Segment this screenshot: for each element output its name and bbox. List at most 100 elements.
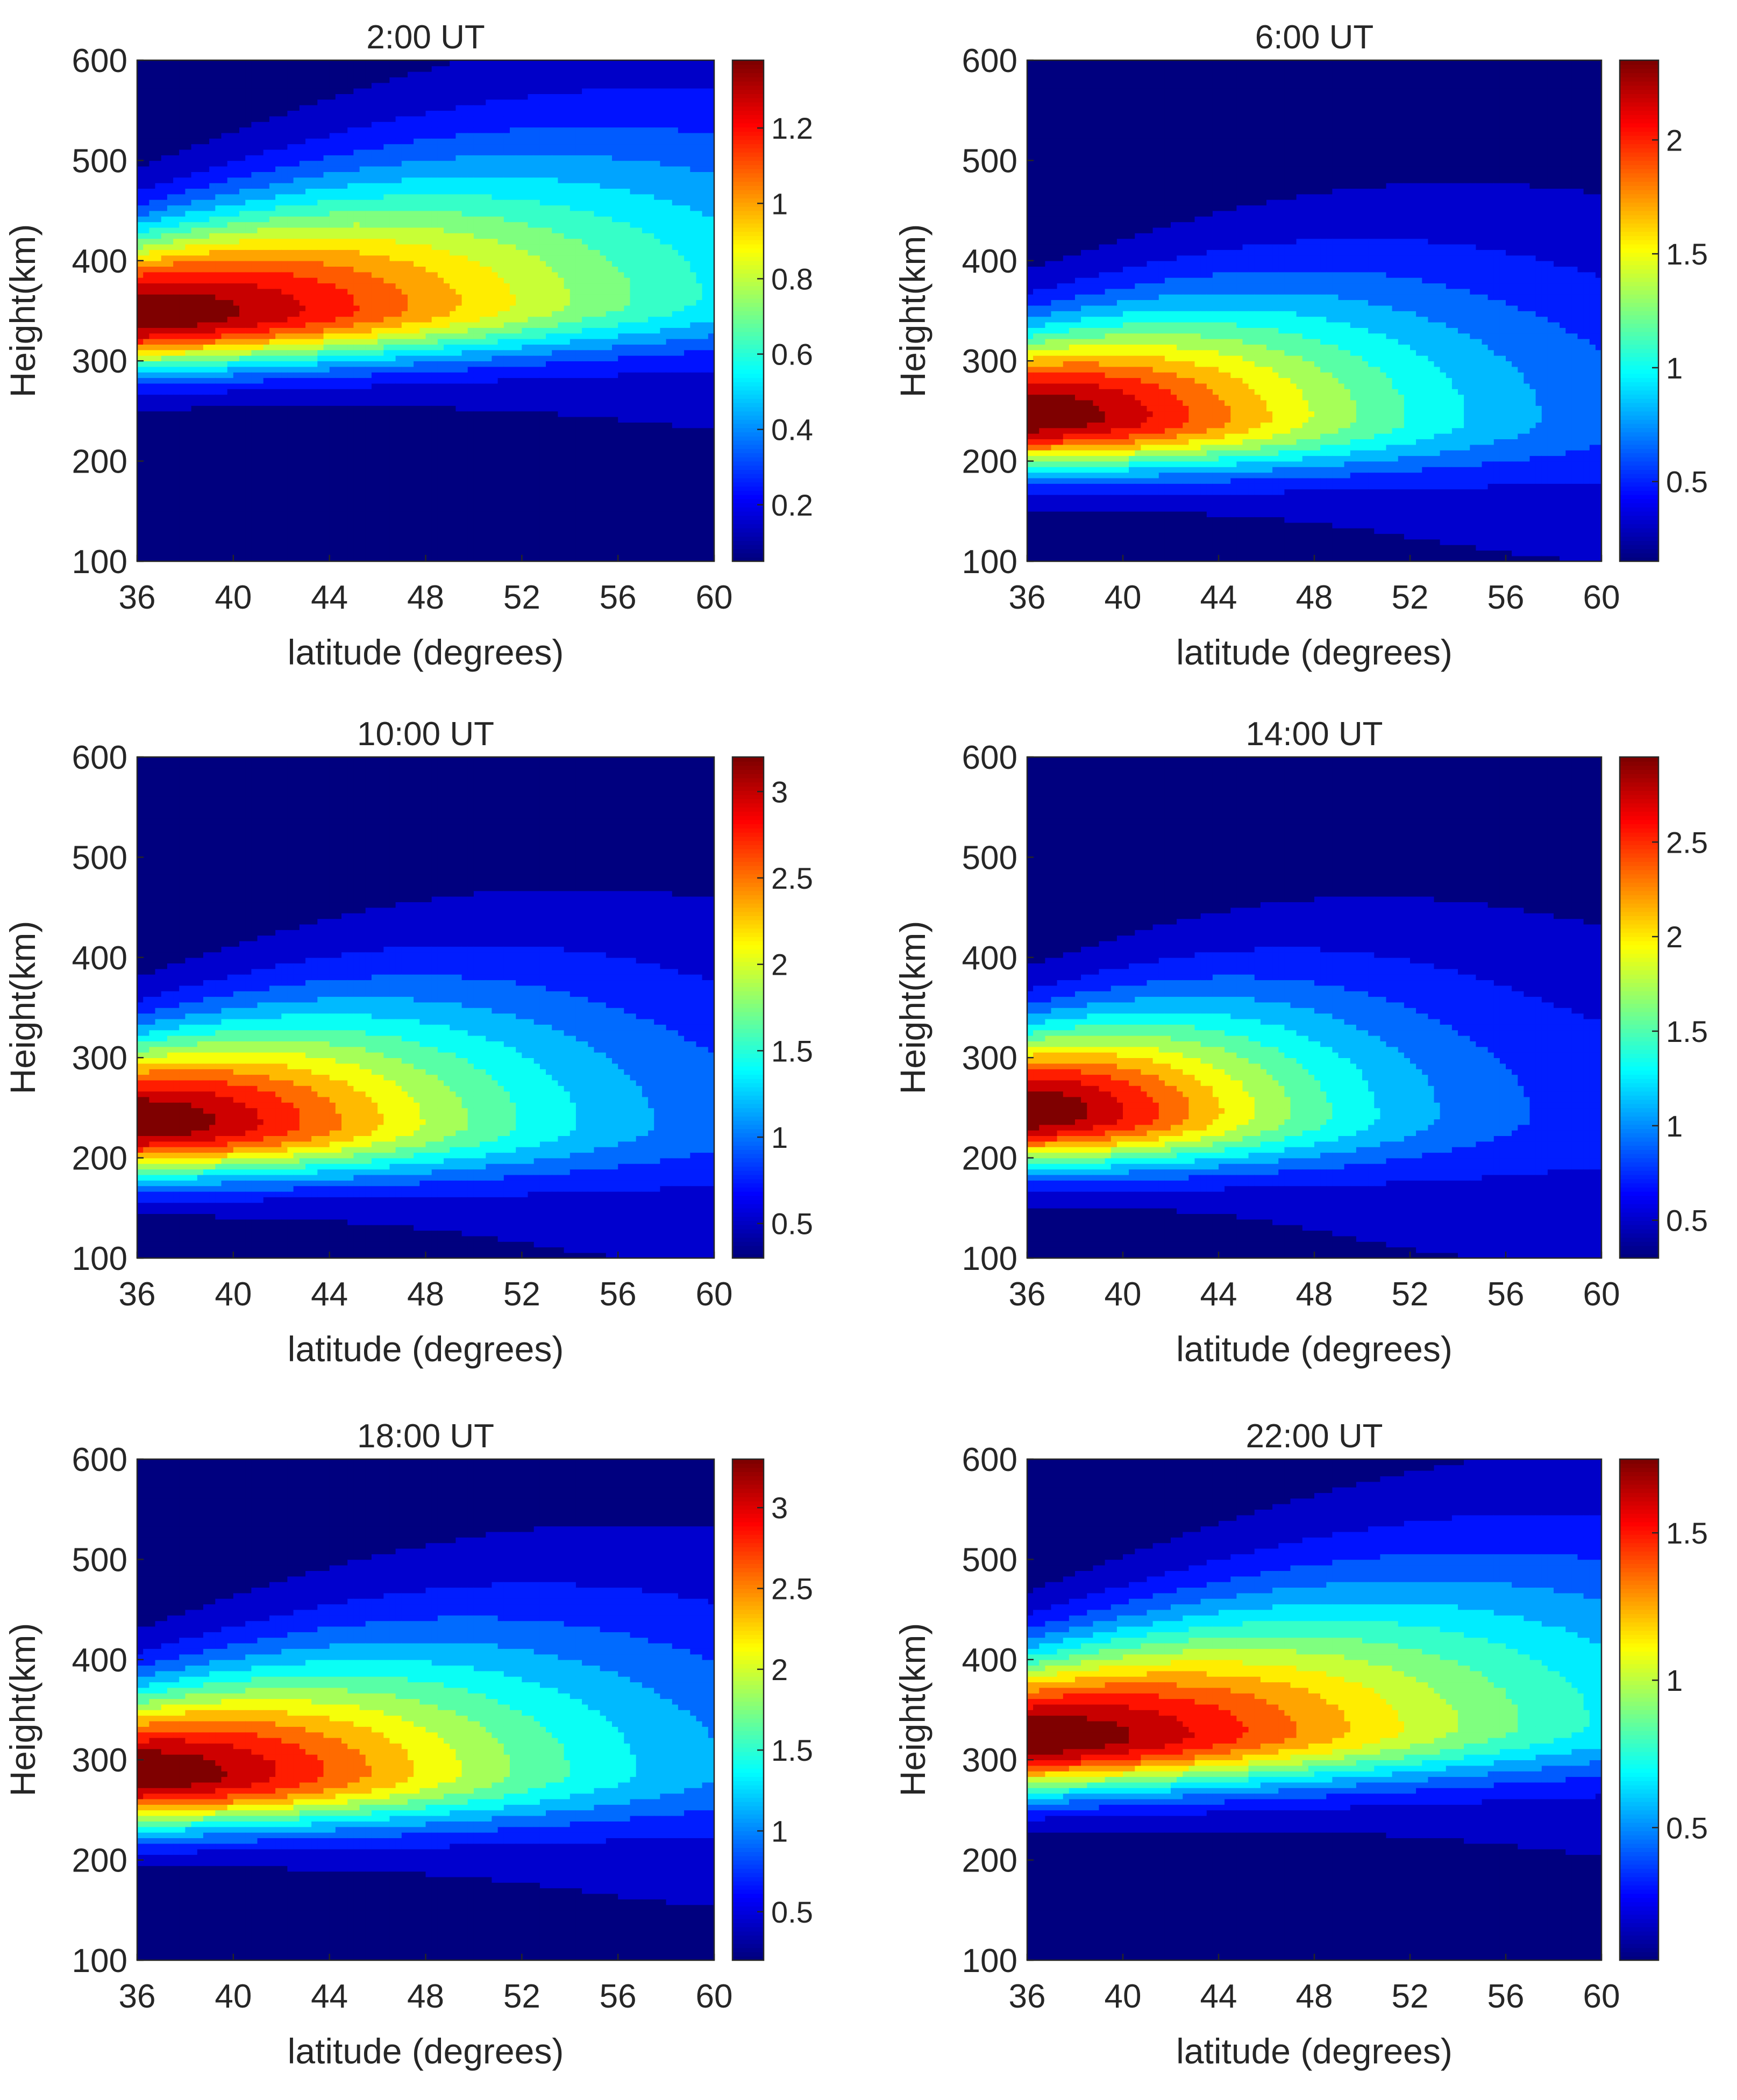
contour-cell xyxy=(281,116,288,122)
contour-cell xyxy=(173,405,180,412)
contour-cell xyxy=(173,416,180,423)
contour-cell xyxy=(287,322,294,328)
contour-cell xyxy=(359,338,366,345)
contour-cell xyxy=(233,472,240,478)
contour-cell xyxy=(341,411,348,417)
contour-cell xyxy=(414,511,421,517)
contour-cell xyxy=(437,349,444,356)
contour-cell xyxy=(239,99,246,105)
contour-cell xyxy=(383,500,390,506)
contour-cell xyxy=(419,467,426,473)
contour-cell xyxy=(269,305,276,311)
contour-cell xyxy=(233,383,240,389)
contour-cell xyxy=(335,138,342,145)
contour-cell xyxy=(149,249,156,256)
contour-cell xyxy=(389,483,396,490)
contour-cell xyxy=(149,539,156,545)
contour-cell xyxy=(179,116,186,122)
contour-cell xyxy=(444,517,450,523)
contour-cell xyxy=(245,316,252,323)
contour-cell xyxy=(257,166,264,172)
contour-cell xyxy=(299,333,306,339)
contour-cell xyxy=(167,60,174,67)
contour-cell xyxy=(287,116,294,122)
contour-cell xyxy=(450,366,457,373)
contour-cell xyxy=(149,422,156,428)
contour-cell xyxy=(323,210,330,217)
contour-cell xyxy=(444,405,450,412)
contour-cell xyxy=(233,294,240,301)
contour-cell xyxy=(257,555,264,561)
contour-cell xyxy=(359,449,366,456)
contour-cell xyxy=(257,399,264,406)
contour-cell xyxy=(263,372,270,378)
contour-cell xyxy=(347,399,354,406)
contour-cell xyxy=(269,260,276,267)
contour-cell xyxy=(179,283,186,289)
contour-cell xyxy=(149,116,156,122)
contour-cell xyxy=(233,399,240,406)
contour-cell xyxy=(359,132,366,139)
contour-cell xyxy=(269,77,276,83)
contour-cell xyxy=(299,182,306,189)
contour-cell xyxy=(293,160,300,167)
contour-cell xyxy=(209,433,216,439)
contour-cell xyxy=(233,210,240,217)
contour-cell xyxy=(341,372,348,378)
contour-cell xyxy=(305,305,312,311)
contour-cell xyxy=(365,82,372,89)
contour-cell xyxy=(347,455,354,462)
contour-cell xyxy=(371,288,378,295)
contour-cell xyxy=(437,71,444,77)
contour-cell xyxy=(437,449,444,456)
contour-cell xyxy=(329,299,336,306)
contour-cell xyxy=(143,544,150,551)
contour-cell xyxy=(155,383,162,389)
contour-cell xyxy=(209,467,216,473)
contour-cell xyxy=(209,71,216,77)
contour-cell xyxy=(365,277,372,284)
contour-cell xyxy=(197,311,204,317)
contour-cell xyxy=(263,233,270,239)
contour-cell xyxy=(414,227,421,233)
contour-cell xyxy=(450,71,457,77)
contour-cell xyxy=(341,555,348,561)
contour-cell xyxy=(155,260,162,267)
contour-cell xyxy=(305,266,312,273)
contour-cell xyxy=(329,110,336,117)
contour-cell xyxy=(359,394,366,401)
contour-cell xyxy=(281,372,288,378)
contour-cell xyxy=(353,377,360,384)
contour-cell xyxy=(317,439,324,445)
contour-cell xyxy=(281,272,288,278)
contour-cell xyxy=(209,210,216,217)
contour-cell xyxy=(305,394,312,401)
contour-cell xyxy=(317,522,324,528)
contour-cell xyxy=(155,60,162,67)
contour-cell xyxy=(365,233,372,239)
contour-cell xyxy=(455,155,462,161)
contour-cell xyxy=(347,216,354,223)
contour-cell xyxy=(149,194,156,200)
contour-cell xyxy=(215,210,222,217)
contour-cell xyxy=(233,411,240,417)
contour-cell xyxy=(383,94,390,100)
contour-cell xyxy=(227,338,234,345)
contour-cell xyxy=(149,94,156,100)
contour-cell xyxy=(239,333,246,339)
contour-cell xyxy=(419,104,426,111)
contour-cell xyxy=(161,411,168,417)
contour-cell xyxy=(155,299,162,306)
contour-cell xyxy=(251,489,258,495)
contour-cell xyxy=(245,216,252,223)
contour-cell xyxy=(227,422,234,428)
contour-cell xyxy=(341,138,348,145)
contour-cell xyxy=(191,333,198,339)
contour-cell xyxy=(359,444,366,451)
contour-cell xyxy=(317,483,324,490)
contour-cell xyxy=(408,522,414,528)
contour-cell xyxy=(233,160,240,167)
contour-cell xyxy=(461,455,468,462)
contour-cell xyxy=(239,505,246,512)
contour-cell xyxy=(444,511,450,517)
